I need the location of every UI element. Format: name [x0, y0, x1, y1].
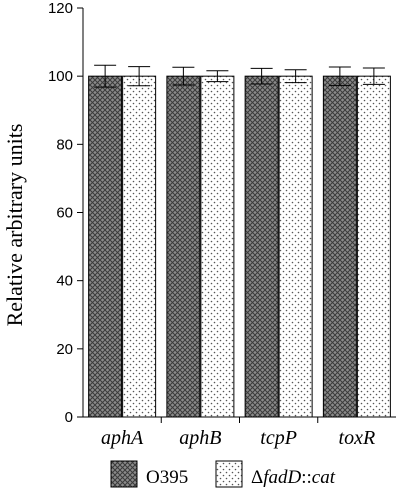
- y-tick-label: 20: [56, 341, 73, 358]
- bar-o395-aphB: [166, 75, 201, 418]
- legend: O395 ΔfadD::cat: [110, 460, 336, 488]
- x-tick-label: aphB: [179, 427, 221, 449]
- bar-o395-toxR: [322, 75, 357, 418]
- y-axis-label: Relative arbitrary units: [2, 124, 27, 327]
- bar-o395-aphA: [88, 75, 123, 418]
- bars: [88, 64, 391, 418]
- bar-fadd-tcpP: [278, 75, 313, 418]
- bar-fadd-toxR: [356, 75, 391, 418]
- legend-label-fadd: ΔfadD::cat: [251, 467, 336, 488]
- bar-fadd-aphB: [200, 75, 235, 418]
- y-tick-label: 80: [56, 136, 73, 153]
- legend-swatch-fadd: [215, 460, 243, 488]
- y-tick-label: 40: [56, 273, 73, 290]
- x-tick-label: tcpP: [260, 427, 297, 449]
- y-tick-label: 60: [56, 205, 73, 222]
- y-tick-label: 120: [48, 0, 73, 17]
- bar-fadd-aphA: [122, 75, 157, 418]
- x-tick-label: aphA: [101, 427, 144, 449]
- x-axis: aphA aphB tcpP toxR: [83, 416, 396, 449]
- bar-o395-tcpP: [244, 75, 279, 418]
- y-tick-label: 0: [65, 409, 73, 426]
- legend-label-o395: O395: [146, 467, 188, 488]
- y-axis: 0 20 40 60 80 100 120: [48, 0, 84, 426]
- x-tick-label: toxR: [339, 427, 376, 449]
- legend-swatch-o395: [110, 460, 138, 488]
- y-tick-label: 100: [48, 68, 73, 85]
